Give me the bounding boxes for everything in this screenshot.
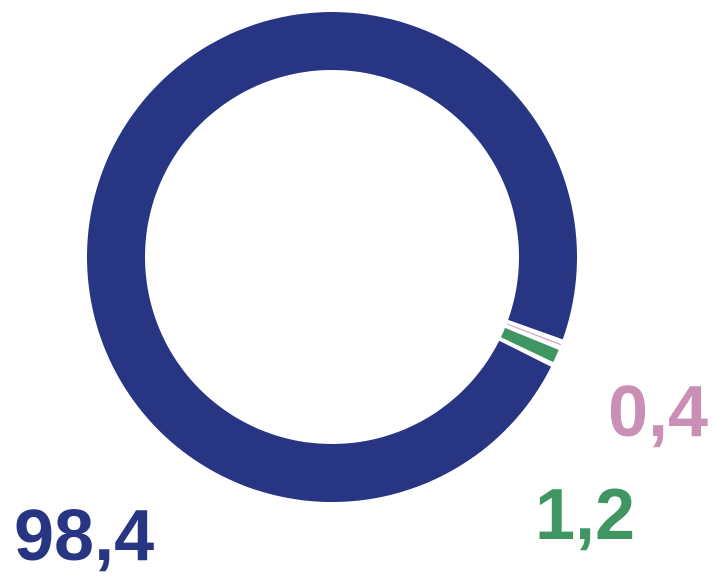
slice-label-98-4: 98,4	[14, 496, 155, 576]
donut-slice-98-4	[86, 12, 577, 503]
slice-label-1-2: 1,2	[535, 475, 636, 555]
slice-label-0-4: 0,4	[608, 372, 709, 452]
donut-slice-0-4	[506, 323, 561, 346]
donut-slice-1-2	[500, 327, 559, 363]
donut-slices	[86, 12, 577, 503]
